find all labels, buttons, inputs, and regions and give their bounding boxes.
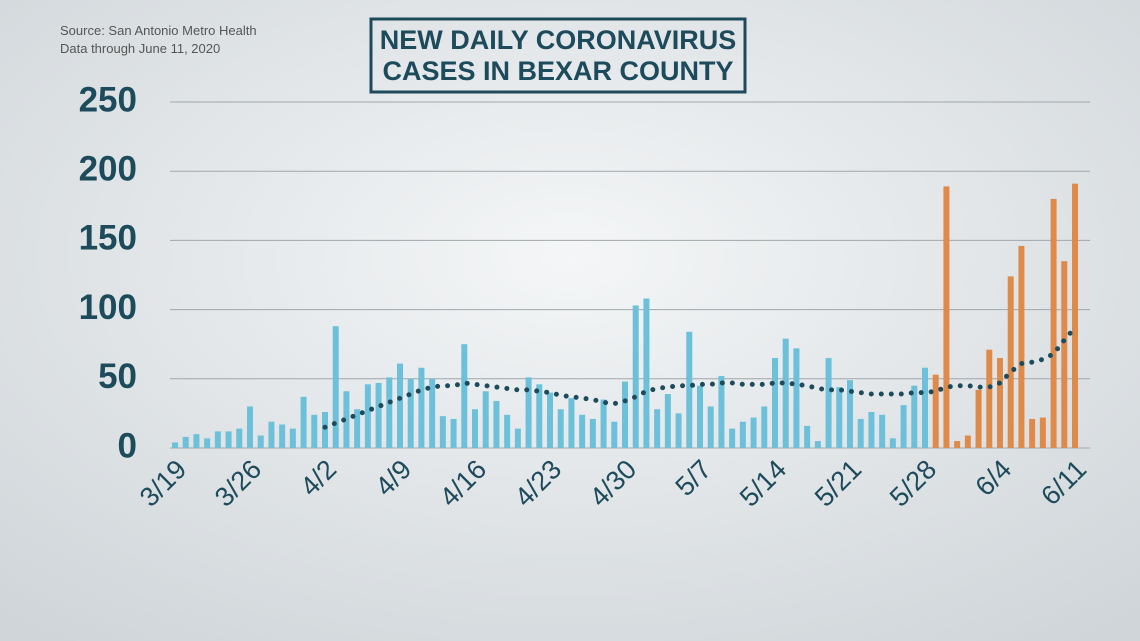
bar — [568, 398, 575, 448]
bar — [772, 358, 778, 448]
bar — [493, 400, 500, 448]
bar — [322, 412, 328, 448]
bar — [418, 367, 425, 448]
bar — [214, 431, 221, 448]
bar — [375, 382, 382, 448]
bar — [632, 305, 639, 448]
y-tick-label: 0 — [118, 426, 137, 465]
bar — [729, 428, 736, 448]
y-tick-label: 150 — [79, 219, 137, 258]
bar — [1029, 418, 1036, 448]
bar — [514, 428, 521, 448]
bar — [922, 367, 928, 448]
bar — [611, 421, 618, 448]
bar — [889, 438, 896, 448]
bar — [268, 421, 275, 448]
bar — [482, 391, 489, 448]
y-tick-label: 50 — [98, 357, 137, 396]
bar — [975, 389, 982, 448]
bar — [547, 392, 553, 448]
bar — [504, 414, 511, 448]
y-tick-label: 250 — [79, 80, 137, 119]
bar — [332, 326, 339, 448]
y-tick-label: 200 — [79, 149, 137, 188]
bar — [986, 349, 993, 448]
bar — [257, 435, 264, 448]
bar — [1050, 198, 1057, 448]
bar — [300, 396, 307, 448]
bar — [204, 438, 211, 448]
bar — [600, 399, 607, 448]
bar — [911, 385, 918, 448]
bar — [954, 441, 961, 448]
bar — [247, 406, 253, 448]
bar — [1018, 245, 1025, 448]
bar — [964, 435, 971, 448]
bar — [1072, 183, 1078, 448]
bar — [579, 414, 586, 448]
title-box — [369, 17, 747, 94]
note: Data through June 11, 2020 — [60, 41, 220, 56]
bar — [932, 374, 939, 448]
bar — [857, 418, 864, 448]
chart-title: NEW DAILY CORONAVIRUS — [380, 25, 737, 55]
bar — [900, 405, 907, 448]
bar — [782, 338, 789, 448]
bar — [761, 406, 768, 448]
bar — [697, 385, 703, 448]
bar — [718, 376, 725, 448]
y-tick-label: 100 — [79, 288, 137, 327]
bar — [793, 348, 800, 448]
bar — [847, 380, 853, 448]
bar — [1007, 276, 1014, 448]
bar — [750, 417, 757, 448]
bar — [622, 381, 628, 448]
bar — [1061, 261, 1068, 448]
bar — [1039, 417, 1046, 448]
bar — [997, 358, 1003, 448]
bar — [868, 412, 875, 448]
bar — [439, 416, 446, 448]
bar — [311, 414, 318, 448]
bar — [172, 442, 178, 448]
bar — [654, 409, 661, 448]
source: Source: San Antonio Metro Health — [60, 23, 257, 38]
bar — [836, 387, 843, 448]
bar — [193, 434, 200, 448]
bar — [450, 418, 457, 448]
bar — [289, 428, 296, 448]
bar — [675, 413, 682, 448]
moving-average — [322, 325, 1078, 430]
bar — [686, 331, 693, 448]
bar — [472, 409, 478, 448]
bar — [364, 384, 371, 448]
bar — [557, 409, 564, 448]
bar — [589, 418, 596, 448]
bar — [525, 377, 532, 448]
bar — [236, 428, 243, 448]
bar — [461, 344, 468, 448]
bar — [182, 436, 189, 448]
bar — [429, 378, 436, 448]
bar — [943, 186, 950, 448]
bar — [664, 394, 671, 448]
bar — [225, 431, 232, 448]
bar — [825, 358, 832, 448]
bar — [343, 391, 350, 448]
bar — [804, 425, 811, 448]
bar — [279, 424, 286, 448]
bar — [407, 378, 414, 448]
bar — [739, 421, 746, 448]
bar — [536, 384, 543, 448]
bar — [879, 414, 886, 448]
bar — [386, 377, 393, 448]
bar — [707, 406, 714, 448]
bar — [814, 441, 821, 448]
bar — [354, 409, 361, 448]
chart-title: CASES IN BEXAR COUNTY — [382, 56, 733, 86]
bar — [643, 298, 650, 448]
bar — [397, 363, 403, 448]
